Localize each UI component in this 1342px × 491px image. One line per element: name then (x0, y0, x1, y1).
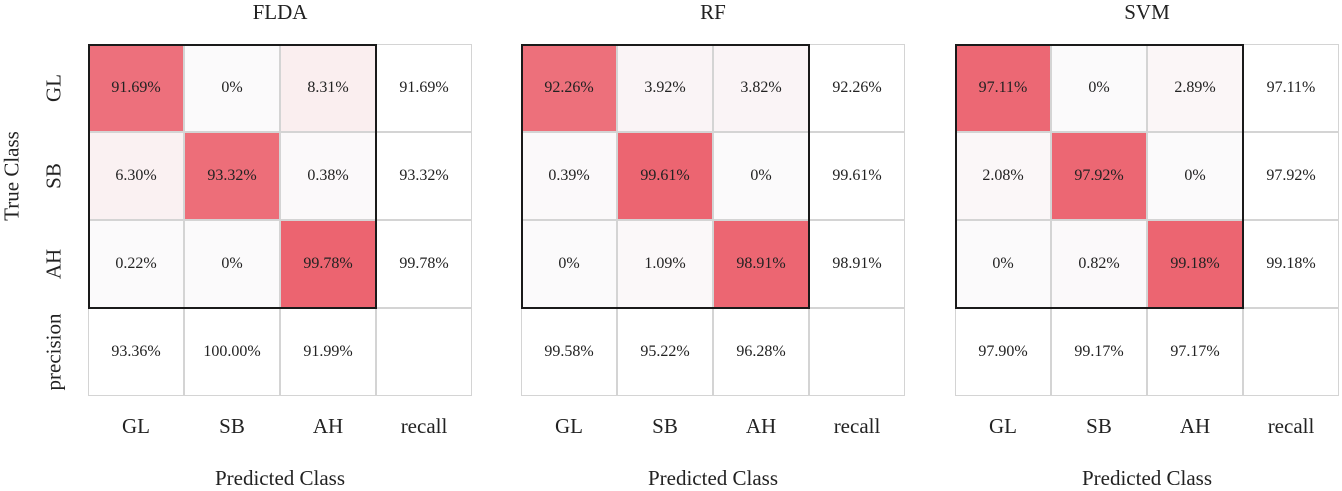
matrix-cell: 97.92% (1051, 132, 1147, 220)
panel-title: SVM (1124, 0, 1170, 24)
x-tick-label: SB (1086, 414, 1112, 438)
precision-cell: 97.90% (955, 308, 1051, 396)
matrix-cell: 1.09% (617, 220, 713, 308)
empty-corner-cell (1243, 308, 1339, 396)
recall-cell: 99.61% (809, 132, 905, 220)
empty-corner-cell (809, 308, 905, 396)
matrix-cell: 6.30% (88, 132, 184, 220)
y-tick-label: SB (41, 163, 66, 189)
matrix-cell: 8.31% (280, 44, 376, 132)
matrix-cell: 2.89% (1147, 44, 1243, 132)
panel-title: RF (700, 0, 726, 24)
y-axis-title: True Class (0, 131, 24, 221)
matrix-cell: 0.39% (521, 132, 617, 220)
matrix-cell: 0% (1051, 44, 1147, 132)
matrix-cell: 0% (1147, 132, 1243, 220)
matrix-cell: 99.18% (1147, 220, 1243, 308)
precision-cell: 99.17% (1051, 308, 1147, 396)
precision-cell: 95.22% (617, 308, 713, 396)
recall-cell: 98.91% (809, 220, 905, 308)
y-tick-label: AH (41, 248, 66, 280)
matrix-cell: 0.82% (1051, 220, 1147, 308)
precision-cell: 96.28% (713, 308, 809, 396)
matrix-cell: 0.22% (88, 220, 184, 308)
y-tick-label: precision (41, 313, 66, 391)
recall-cell: 97.92% (1243, 132, 1339, 220)
matrix-cell: 93.32% (184, 132, 280, 220)
matrix-cell: 3.82% (713, 44, 809, 132)
x-tick-label: AH (1179, 414, 1211, 438)
x-tick-label: recall (400, 414, 448, 438)
matrix-cell: 2.08% (955, 132, 1051, 220)
matrix-cell: 97.11% (955, 44, 1051, 132)
x-tick-label: recall (833, 414, 881, 438)
recall-cell: 91.69% (376, 44, 472, 132)
matrix-cell: 0% (184, 220, 280, 308)
precision-cell: 91.99% (280, 308, 376, 396)
matrix-cell: 0% (955, 220, 1051, 308)
matrix-cell: 99.78% (280, 220, 376, 308)
x-axis-title: Predicted Class (647, 466, 779, 490)
empty-corner-cell (376, 308, 472, 396)
recall-cell: 93.32% (376, 132, 472, 220)
precision-cell: 99.58% (521, 308, 617, 396)
matrix-cell: 92.26% (521, 44, 617, 132)
x-tick-label: GL (555, 414, 583, 438)
recall-cell: 99.78% (376, 220, 472, 308)
x-tick-label: recall (1267, 414, 1315, 438)
x-axis-title: Predicted Class (214, 466, 346, 490)
x-tick-label: GL (989, 414, 1017, 438)
precision-cell: 97.17% (1147, 308, 1243, 396)
matrix-cell: 0% (713, 132, 809, 220)
recall-cell: 99.18% (1243, 220, 1339, 308)
x-axis-title: Predicted Class (1081, 466, 1213, 490)
recall-cell: 97.11% (1243, 44, 1339, 132)
x-tick-label: AH (745, 414, 777, 438)
matrix-cell: 0.38% (280, 132, 376, 220)
recall-cell: 92.26% (809, 44, 905, 132)
x-tick-label: AH (312, 414, 344, 438)
matrix-cell: 0% (184, 44, 280, 132)
x-tick-label: GL (122, 414, 150, 438)
matrix-cell: 99.61% (617, 132, 713, 220)
precision-cell: 93.36% (88, 308, 184, 396)
matrix-cell: 3.92% (617, 44, 713, 132)
x-tick-label: SB (652, 414, 678, 438)
precision-cell: 100.00% (184, 308, 280, 396)
matrix-cell: 91.69% (88, 44, 184, 132)
y-tick-label: GL (41, 74, 66, 102)
panel-title: FLDA (252, 0, 308, 24)
matrix-cell: 0% (521, 220, 617, 308)
x-tick-label: SB (219, 414, 245, 438)
matrix-cell: 98.91% (713, 220, 809, 308)
